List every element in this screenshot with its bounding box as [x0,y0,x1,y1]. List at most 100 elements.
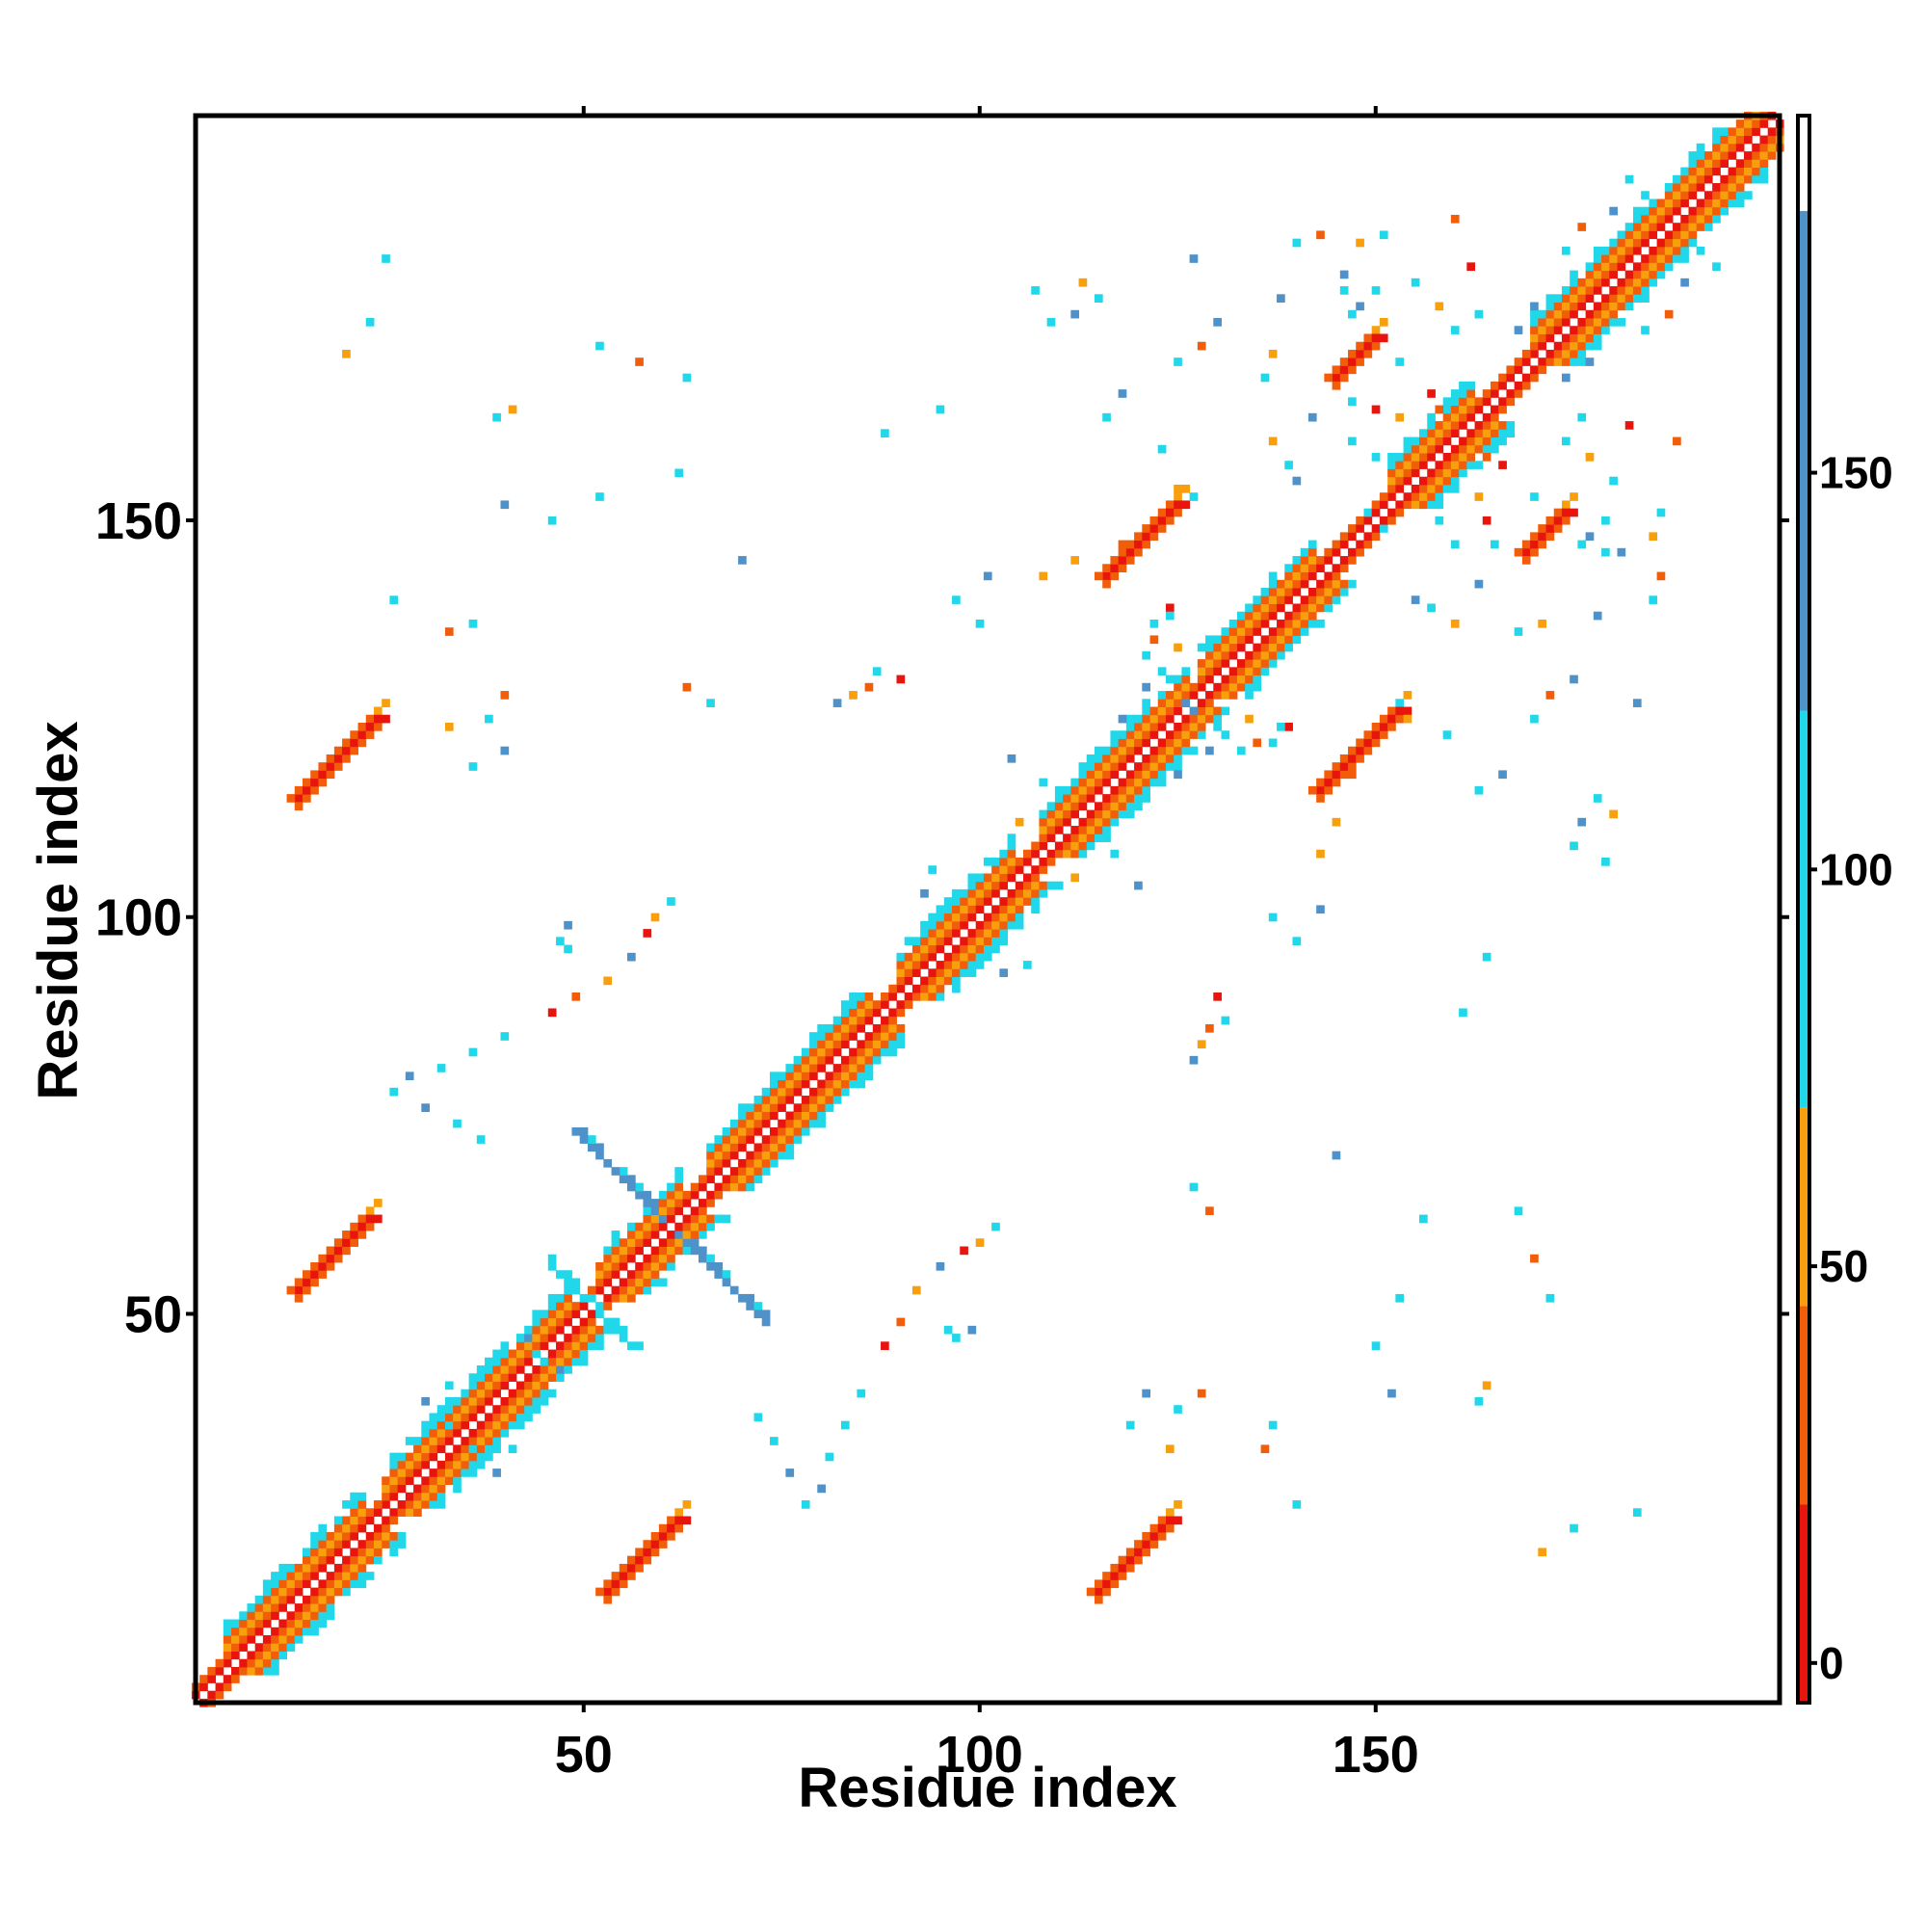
heatmap-cell [547,516,557,525]
heatmap-cell [1174,738,1182,748]
heatmap-cell [1253,675,1262,684]
heatmap-cell [1395,468,1405,478]
heatmap-cell [1307,619,1317,628]
heatmap-cell [1728,183,1737,192]
heatmap-cell [793,1126,803,1136]
heatmap-cell [1324,778,1333,787]
heatmap-cell [857,1064,866,1072]
heatmap-cell [801,1096,810,1104]
heatmap-cell [1134,746,1143,755]
heatmap-cell [389,1540,399,1548]
heatmap-cell [832,1032,842,1041]
heatmap-cell [825,1047,834,1057]
heatmap-cell [896,675,906,684]
heatmap-cell [1174,643,1182,652]
heatmap-cell [310,1619,319,1628]
heatmap-cell [1585,357,1595,366]
heatmap-cell [1165,675,1175,684]
heatmap-cell [864,1055,874,1065]
heatmap-cell [587,1143,596,1152]
heatmap-cell [650,1246,660,1256]
heatmap-cell [286,1643,296,1652]
heatmap-cell [1142,699,1150,707]
heatmap-cell [1609,238,1618,248]
heatmap-cell [1260,635,1270,645]
heatmap-cell [1553,349,1563,358]
heatmap-cell [983,920,992,930]
heatmap-cell [619,1334,628,1342]
heatmap-cell [1482,397,1491,407]
heatmap-cell [1332,817,1341,827]
heatmap-cell [1316,230,1325,240]
heatmap-cell [603,1261,613,1271]
heatmap-cell [215,1690,224,1700]
heatmap-cell [342,1231,351,1239]
heatmap-cell [1442,453,1452,462]
colorbar-segment [1798,116,1809,211]
heatmap-cell [278,1643,288,1652]
heatmap-cell [326,1603,335,1612]
heatmap-cell [294,1619,304,1628]
heatmap-cell [1228,667,1238,676]
heatmap-cell [310,1555,319,1565]
heatmap-cell [1142,1540,1150,1548]
heatmap-cell [508,1396,517,1406]
heatmap-cell [1450,405,1460,414]
heatmap-cell [429,1492,438,1501]
heatmap-cell [904,937,913,946]
heatmap-cell [643,1270,652,1279]
heatmap-cell [365,1548,375,1557]
heatmap-cell [1419,492,1428,501]
heatmap-cell [532,1310,541,1319]
heatmap-cell [991,888,1000,898]
heatmap-cell [382,1492,390,1501]
heatmap-cell [1664,262,1674,272]
heatmap-cell [1728,151,1737,160]
heatmap-cell [1395,357,1405,366]
heatmap-cell [635,1246,644,1256]
heatmap-cell [1332,564,1341,572]
heatmap-cell [365,1555,375,1565]
heatmap-cell [1102,826,1111,834]
heatmap-cell [911,961,921,969]
heatmap-cell [1015,888,1024,898]
heatmap-cell [698,1222,707,1231]
heatmap-cell [1307,564,1317,572]
heatmap-cell [1324,547,1333,557]
heatmap-cell [1490,421,1499,430]
heatmap-cell [635,1238,644,1247]
heatmap-cell [389,595,399,604]
heatmap-cell [1593,341,1602,351]
heatmap-cell [983,937,992,946]
heatmap-cell [1498,421,1507,430]
heatmap-cell [1236,611,1246,621]
heatmap-cell [500,1420,510,1430]
heatmap-cell [1125,556,1135,565]
heatmap-cell [1165,738,1175,748]
heatmap-cell [1070,785,1080,795]
heatmap-cell [1561,373,1571,383]
heatmap-cell [1332,547,1341,557]
heatmap-cell [674,1231,684,1239]
heatmap-cell [611,1261,620,1271]
heatmap-cell [1063,817,1071,827]
heatmap-cell [1277,294,1285,303]
heatmap-cell [429,1428,438,1438]
heatmap-cell [722,1270,731,1279]
heatmap-cell [857,1040,866,1049]
heatmap-cell [444,1452,454,1462]
heatmap-cell [952,1334,961,1342]
heatmap-cell [1585,262,1595,272]
heatmap-cell [365,1214,375,1224]
heatmap-cell [1609,270,1618,279]
heatmap-cell [1324,595,1333,604]
heatmap-cell [603,1278,613,1287]
heatmap-cell [1641,223,1650,231]
heatmap-cell [286,794,296,803]
heatmap-cell [1134,730,1143,739]
heatmap-cell [857,1072,866,1081]
heatmap-cell [1435,476,1444,486]
heatmap-cell [365,723,375,731]
heatmap-cell [571,1349,581,1359]
heatmap-cell [1228,643,1238,652]
